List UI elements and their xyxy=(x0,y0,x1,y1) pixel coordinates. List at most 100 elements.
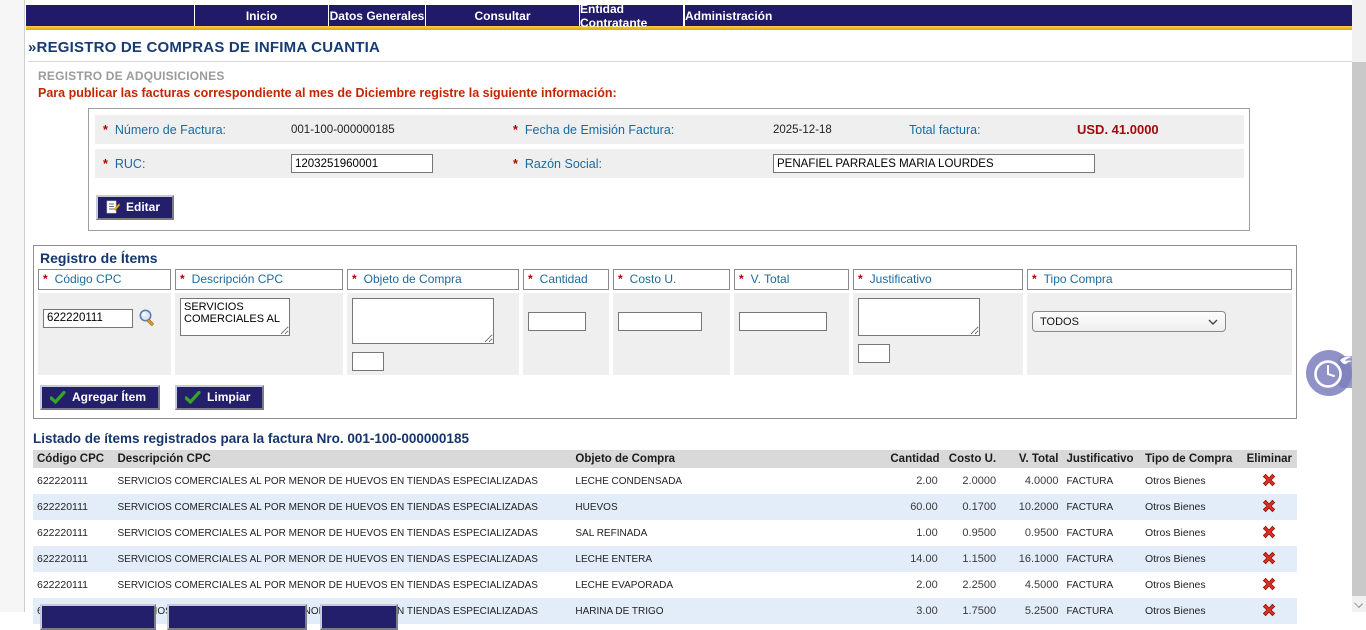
razon-social-label: * Razón Social: xyxy=(513,156,602,171)
ruc-input[interactable] xyxy=(291,154,433,173)
items-action-buttons: Agregar Ítem Limpiar xyxy=(40,385,1292,410)
col-v-total: V. Total xyxy=(1000,450,1063,468)
delete-icon[interactable] xyxy=(1260,523,1278,541)
tipo-compra-cell: TODOS xyxy=(1027,293,1292,375)
main-content: Inicio Datos Generales Consultar Entidad… xyxy=(26,0,1352,630)
delete-icon[interactable] xyxy=(1260,471,1278,489)
delete-icon[interactable] xyxy=(1260,497,1278,515)
table-row: 622220111 SERVICIOS COMERCIALES AL POR M… xyxy=(33,468,1297,494)
col-costo-u: Costo U. xyxy=(941,450,1001,468)
page-title: »REGISTRO DE COMPRAS DE INFIMA CUANTIA xyxy=(28,39,1352,62)
tipo-compra-select[interactable]: TODOS xyxy=(1032,311,1226,332)
agregar-item-button[interactable]: Agregar Ítem xyxy=(40,385,161,410)
delete-icon[interactable] xyxy=(1260,549,1278,567)
editar-button[interactable]: Editar xyxy=(96,195,175,220)
col-eliminar: Eliminar xyxy=(1241,450,1297,468)
col-justificativo: Justificativo xyxy=(1062,450,1141,468)
numero-factura-value: 001-100-000000185 xyxy=(291,123,395,136)
required-mark: * xyxy=(513,156,518,171)
fecha-emision-value: 2025-12-18 xyxy=(773,123,832,136)
col-cantidad: Cantidad xyxy=(886,450,942,468)
header-codigo-cpc: * Código CPC xyxy=(38,269,171,290)
cantidad-input[interactable] xyxy=(528,312,586,331)
justificativo-cell xyxy=(853,293,1023,375)
col-codigo-cpc: Código CPC xyxy=(33,450,114,468)
nav-item-datos-generales[interactable]: Datos Generales xyxy=(328,5,425,26)
invoice-row-2: * RUC: * Razón Social: xyxy=(95,149,1244,178)
bottom-partial-button-3[interactable] xyxy=(320,604,398,630)
razon-social-cell xyxy=(765,154,1244,173)
bottom-partial-button-2[interactable] xyxy=(167,604,307,630)
col-objeto-compra: Objeto de Compra xyxy=(571,450,887,468)
check-icon xyxy=(184,390,201,404)
v-total-cell xyxy=(734,293,849,375)
table-row: 622220111 SERVICIOS COMERCIALES AL POR M… xyxy=(33,520,1297,546)
costo-u-input[interactable] xyxy=(618,312,702,331)
scrollbar-down-arrow-icon[interactable] xyxy=(1352,596,1366,612)
nav-item-inicio[interactable]: Inicio xyxy=(194,5,328,26)
header-tipo-compra: * Tipo Compra xyxy=(1027,269,1292,290)
descripcion-cpc-textarea[interactable]: SERVICIOS COMERCIALES AL xyxy=(180,298,290,336)
justificativo-mini-input[interactable] xyxy=(858,344,890,363)
listado-title: Listado de ítems registrados para la fac… xyxy=(33,431,469,446)
codigo-cpc-cell xyxy=(38,293,171,375)
top-navbar: Inicio Datos Generales Consultar Entidad… xyxy=(26,2,1352,30)
vertical-scrollbar[interactable] xyxy=(1352,0,1366,612)
search-icon[interactable] xyxy=(137,308,157,328)
v-total-input[interactable] xyxy=(739,312,827,331)
required-mark: * xyxy=(513,122,518,137)
razon-social-input[interactable] xyxy=(773,154,1095,173)
instruction-text: Para publicar las facturas correspondien… xyxy=(38,86,617,100)
items-entry-inputs: SERVICIOS COMERCIALES AL TODOS xyxy=(38,293,1292,375)
bottom-partial-button-1[interactable] xyxy=(40,604,156,630)
table-row: 622220111 SERVICIOS COMERCIALES AL POR M… xyxy=(33,546,1297,572)
numero-factura-label: * Número de Factura: xyxy=(103,122,227,137)
header-descripcion-cpc: * Descripción CPC xyxy=(175,269,343,290)
invoice-row-1: * Número de Factura: 001-100-000000185 *… xyxy=(95,115,1244,144)
header-cantidad: * Cantidad xyxy=(523,269,609,290)
col-tipo-de-compra: Tipo de Compra xyxy=(1140,450,1242,468)
header-objeto-compra: * Objeto de Compra xyxy=(347,269,519,290)
check-icon xyxy=(49,390,66,404)
table-header-row: Código CPC Descripción CPC Objeto de Com… xyxy=(33,450,1297,468)
chevron-down-icon xyxy=(1208,319,1218,325)
delete-icon[interactable] xyxy=(1260,575,1278,593)
delete-icon[interactable] xyxy=(1260,601,1278,619)
table-row: 622220111 SERVICIOS COMERCIALES AL POR M… xyxy=(33,572,1297,598)
section-subtitle: REGISTRO DE ADQUISICIONES xyxy=(38,69,225,83)
required-mark: * xyxy=(103,156,108,171)
edit-document-icon xyxy=(106,200,121,214)
session-clock-icon[interactable] xyxy=(1304,346,1356,398)
costo-u-cell xyxy=(613,293,730,375)
ruc-label: * RUC: xyxy=(103,156,146,171)
total-factura-label: Total factura: xyxy=(909,122,981,137)
nav-item-entidad-contratante[interactable]: Entidad Contratante xyxy=(579,2,684,30)
scrollbar-thumb[interactable] xyxy=(1352,0,1366,62)
descripcion-cpc-cell: SERVICIOS COMERCIALES AL xyxy=(175,293,343,375)
page-left-gutter xyxy=(0,0,25,612)
header-justificativo: * Justificativo xyxy=(853,269,1023,290)
ruc-field-cell xyxy=(283,154,505,173)
nav-item-consultar[interactable]: Consultar xyxy=(425,5,579,26)
objeto-compra-cell xyxy=(347,293,519,375)
gold-accent-bar xyxy=(26,26,1352,30)
cantidad-cell xyxy=(523,293,609,375)
total-factura-value: USD. 41.0000 xyxy=(1077,122,1159,137)
nav-item-administracion[interactable]: Administración xyxy=(684,5,772,26)
nav-filler xyxy=(772,5,1352,26)
header-costo-u: * Costo U. xyxy=(613,269,730,290)
objeto-compra-mini-input[interactable] xyxy=(352,352,384,371)
codigo-cpc-input[interactable] xyxy=(43,308,133,328)
justificativo-textarea[interactable] xyxy=(858,298,980,336)
required-mark: * xyxy=(103,122,108,137)
invoice-form: * Número de Factura: 001-100-000000185 *… xyxy=(88,108,1250,231)
objeto-compra-textarea[interactable] xyxy=(352,298,494,344)
limpiar-button[interactable]: Limpiar xyxy=(175,385,265,410)
items-table: Código CPC Descripción CPC Objeto de Com… xyxy=(33,450,1297,624)
items-entry-section: Registro de Ítems * Código CPC * Descripci… xyxy=(33,245,1297,419)
nav-spacer xyxy=(26,5,194,26)
listado-section: Listado de ítems registrados para la fac… xyxy=(33,431,1297,624)
fecha-emision-label: * Fecha de Emisión Factura: xyxy=(513,122,675,137)
items-entry-headers: * Código CPC * Descripción CPC * Objeto de … xyxy=(38,269,1292,290)
col-descripcion-cpc: Descripción CPC xyxy=(113,450,572,468)
